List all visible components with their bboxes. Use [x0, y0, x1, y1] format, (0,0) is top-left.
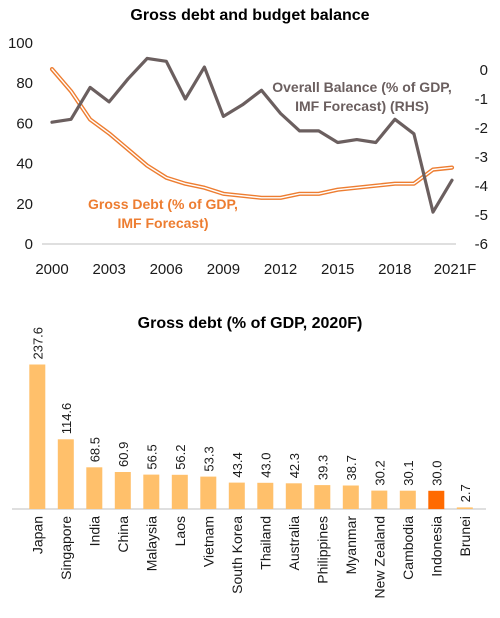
bar-philippines — [314, 485, 331, 509]
chart-title: Gross debt and budget balance — [130, 7, 369, 24]
bar-singapore — [57, 439, 74, 509]
debt-balance-line-chart: Gross debt and budget balance 2000 2003 20… — [8, 7, 488, 278]
bar-value-label: 38.7 — [344, 455, 359, 480]
bar-japan — [29, 364, 46, 509]
category-label: Singapore — [58, 516, 74, 580]
bar-china — [114, 472, 131, 509]
y-left-tick-label: 80 — [16, 75, 33, 92]
category-label: Vietnam — [200, 516, 216, 567]
overall-balance-series — [50, 56, 454, 214]
category-label: Malaysia — [143, 516, 159, 571]
y-right-tick-label: 0 — [480, 62, 488, 79]
x-tick-label: 2009 — [207, 261, 240, 278]
gross-debt-series-label: Gross Debt (% of GDP, — [88, 196, 238, 212]
y-left-tick-label: 40 — [16, 156, 33, 173]
bar-value-label: 114.6 — [59, 403, 74, 435]
y-right-tick-label: -4 — [475, 178, 488, 195]
bar-value-label: 43.4 — [230, 452, 245, 477]
bar-vietnam — [200, 476, 217, 509]
y-right-tick-label: -3 — [475, 149, 488, 166]
bar-value-label: 30.1 — [401, 460, 416, 485]
bar-value-label: 53.3 — [201, 446, 216, 471]
bar-thailand — [257, 482, 274, 509]
gross-debt-bar-chart: Gross debt (% of GDP, 2020F) 237.6 Japan 1… — [12, 315, 486, 599]
category-label: Brunei — [457, 516, 473, 556]
category-label: South Korea — [229, 516, 245, 594]
category-label: Laos — [172, 516, 188, 546]
y-left-tick-label: 60 — [16, 115, 33, 132]
bar-myanmar — [342, 485, 359, 509]
x-tick-label: 2018 — [378, 261, 411, 278]
x-tick-label: 2021F — [434, 261, 477, 278]
bar-australia — [285, 483, 302, 509]
y-left-tick-label: 0 — [25, 236, 33, 253]
bar-value-label: 42.3 — [287, 453, 302, 478]
category-label: Cambodia — [400, 516, 416, 580]
category-label: Thailand — [257, 516, 273, 570]
bar-value-label: 56.2 — [173, 444, 188, 469]
bar-value-label: 43.0 — [258, 452, 273, 477]
chart-title: Gross debt (% of GDP, 2020F) — [138, 315, 363, 332]
overall-balance-series-label: IMF Forecast) (RHS) — [295, 98, 429, 114]
bar-value-label: 56.5 — [144, 444, 159, 469]
bar-south-korea — [228, 482, 245, 509]
y-right-tick-label: -6 — [475, 236, 488, 253]
y-right-tick-label: -2 — [475, 120, 488, 137]
bar-laos — [171, 474, 188, 509]
category-label: Japan — [29, 516, 45, 554]
x-tick-label: 2006 — [150, 261, 183, 278]
bar-malaysia — [143, 474, 160, 509]
overall-balance-line — [50, 56, 454, 214]
bar-value-label: 60.9 — [116, 442, 131, 467]
category-label: New Zealand — [371, 516, 387, 599]
x-tick-label: 2015 — [321, 261, 354, 278]
gross-debt-series — [49, 66, 455, 200]
bar-indonesia — [428, 490, 445, 510]
bar-cambodia — [399, 490, 416, 509]
bar-new-zealand — [371, 490, 388, 509]
category-label: Indonesia — [428, 516, 444, 577]
bar-value-label: 30.2 — [372, 460, 387, 485]
bar-value-label: 68.5 — [87, 437, 102, 462]
y-left-tick-label: 100 — [8, 35, 33, 52]
bar-brunei — [456, 507, 473, 509]
y-right-tick-label: -1 — [475, 91, 488, 108]
category-label: Myanmar — [343, 516, 359, 575]
bar-value-label: 39.3 — [315, 455, 330, 480]
category-label: China — [115, 516, 131, 553]
x-tick-label: 2012 — [264, 261, 297, 278]
category-label: Philippines — [314, 516, 330, 584]
x-tick-label: 2003 — [92, 261, 125, 278]
gross-debt-line-inner — [51, 68, 453, 199]
bar-value-label: 237.6 — [30, 327, 45, 360]
x-tick-label: 2000 — [35, 261, 68, 278]
y-right-tick-label: -5 — [475, 207, 488, 224]
bar-value-label: 2.7 — [458, 484, 473, 502]
gross-debt-series-label: IMF Forecast) — [117, 215, 208, 231]
category-label: India — [86, 516, 102, 547]
overall-balance-series-label: Overall Balance (% of GDP, — [272, 79, 451, 95]
bar-value-label: 30.0 — [429, 460, 444, 485]
category-label: Australia — [286, 516, 302, 571]
y-left-tick-label: 20 — [16, 196, 33, 213]
bar-india — [86, 467, 103, 509]
